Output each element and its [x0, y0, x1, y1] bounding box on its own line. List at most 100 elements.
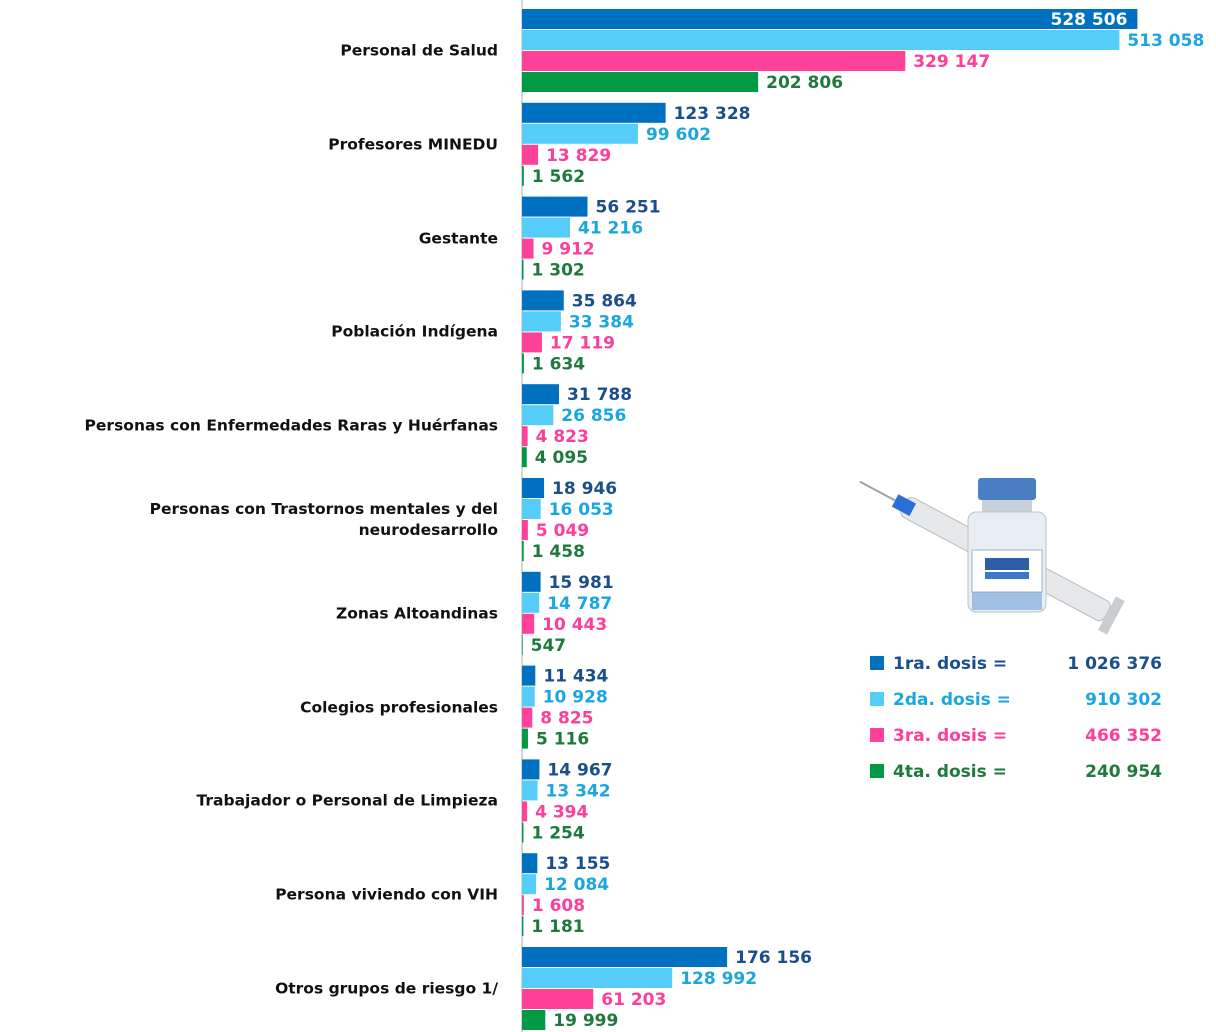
value-label: 1 562: [532, 167, 585, 187]
bar: [522, 9, 1138, 29]
category-label: Persona viviendo con VIH: [275, 885, 498, 904]
value-label: 99 602: [646, 125, 711, 145]
bar: [522, 447, 527, 468]
bar: [522, 634, 523, 655]
value-label: 14 787: [547, 594, 612, 614]
bar: [522, 822, 524, 843]
value-label: 4 823: [536, 427, 589, 447]
legend-label: 3ra. dosis =: [893, 726, 1007, 746]
bar: [522, 196, 588, 217]
category-label: Población Indígena: [331, 322, 498, 341]
value-label: 176 156: [735, 948, 812, 968]
category-label: Trabajador o Personal de Limpieza: [196, 791, 498, 810]
category-label: Gestante: [418, 229, 498, 248]
legend-total: 240 954: [1085, 762, 1162, 782]
bar: [522, 541, 524, 561]
value-label: 26 856: [561, 406, 626, 426]
bar: [522, 874, 537, 895]
category-label: Personas con Trastornos mentales y del n…: [149, 500, 498, 539]
value-label: 13 155: [545, 854, 610, 874]
legend-label: 4ta. dosis =: [893, 762, 1007, 782]
value-label: 41 216: [578, 219, 643, 239]
bar: [522, 102, 666, 123]
value-label: 128 992: [680, 969, 757, 989]
bar: [522, 290, 564, 311]
legend-swatch: [870, 728, 884, 742]
bar: [522, 426, 528, 447]
bar: [522, 968, 673, 988]
value-label: 513 058: [1127, 31, 1204, 51]
bar: [522, 707, 533, 728]
value-label: 4 394: [535, 802, 588, 822]
legend-label: 1ra. dosis =: [893, 654, 1007, 674]
value-label: 16 053: [549, 500, 614, 520]
bar: [522, 686, 535, 707]
value-label: 1 608: [532, 896, 585, 916]
value-label: 4 095: [535, 448, 588, 468]
bar: [522, 238, 534, 259]
value-label: 1 302: [532, 261, 585, 281]
legend-swatch: [870, 764, 884, 778]
value-label: 5 049: [536, 521, 589, 541]
bar: [522, 259, 524, 280]
bar: [522, 592, 540, 613]
bar: [522, 571, 541, 592]
bar: [522, 123, 638, 144]
category-label: Otros grupos de riesgo 1/: [275, 979, 498, 998]
value-label: 13 829: [546, 146, 611, 166]
bar: [522, 759, 540, 780]
category-label: Profesores MINEDU: [328, 135, 498, 154]
category-label: Personas con Enfermedades Raras y Huérfa…: [84, 416, 498, 435]
bar: [522, 217, 570, 238]
legend-total: 466 352: [1085, 726, 1162, 746]
bar: [522, 165, 524, 186]
value-label: 202 806: [766, 73, 843, 93]
bar: [522, 405, 554, 426]
value-label: 61 203: [601, 990, 666, 1010]
bar: [522, 144, 539, 165]
value-label: 123 328: [674, 104, 751, 124]
value-label: 14 967: [547, 760, 612, 780]
value-label: 9 912: [542, 240, 595, 260]
legend-label: 2da. dosis =: [893, 690, 1011, 710]
bar: [522, 51, 906, 71]
bar: [522, 801, 528, 822]
bar: [522, 520, 528, 540]
value-label: 15 981: [549, 573, 614, 593]
value-label: 19 999: [553, 1011, 618, 1031]
value-label: 10 928: [543, 688, 608, 708]
value-label: 329 147: [913, 52, 990, 72]
bar: [522, 665, 536, 686]
value-label: 10 443: [542, 615, 607, 635]
legend-swatch: [870, 692, 884, 706]
bar: [522, 30, 1120, 50]
value-label: 17 119: [550, 333, 615, 353]
value-label: 11 434: [543, 667, 608, 687]
bar: [522, 1010, 546, 1030]
value-label: 1 634: [532, 354, 585, 374]
value-label: 5 116: [536, 730, 589, 750]
vaccine-illustration: [859, 478, 1125, 635]
bar: [522, 478, 545, 498]
value-label: 33 384: [569, 312, 634, 332]
bar: [522, 353, 524, 374]
value-label: 1 458: [532, 542, 585, 562]
bar: [522, 853, 538, 874]
value-label: 12 084: [544, 875, 609, 895]
value-label: 18 946: [552, 479, 617, 499]
bar: [522, 728, 528, 749]
category-label: Zonas Altoandinas: [336, 604, 498, 623]
category-label: Personal de Salud: [340, 41, 498, 60]
legend-total: 910 302: [1085, 690, 1162, 710]
value-label: 31 788: [567, 385, 632, 405]
value-label: 8 825: [540, 709, 593, 729]
bar: [522, 916, 524, 937]
value-label: 56 251: [596, 198, 661, 218]
bar: [522, 384, 560, 405]
category-label: Colegios profesionales: [300, 698, 498, 717]
bar: [522, 780, 538, 801]
legend-total: 1 026 376: [1067, 654, 1162, 674]
value-label: 528 506: [1051, 10, 1128, 30]
bar: [522, 989, 594, 1009]
